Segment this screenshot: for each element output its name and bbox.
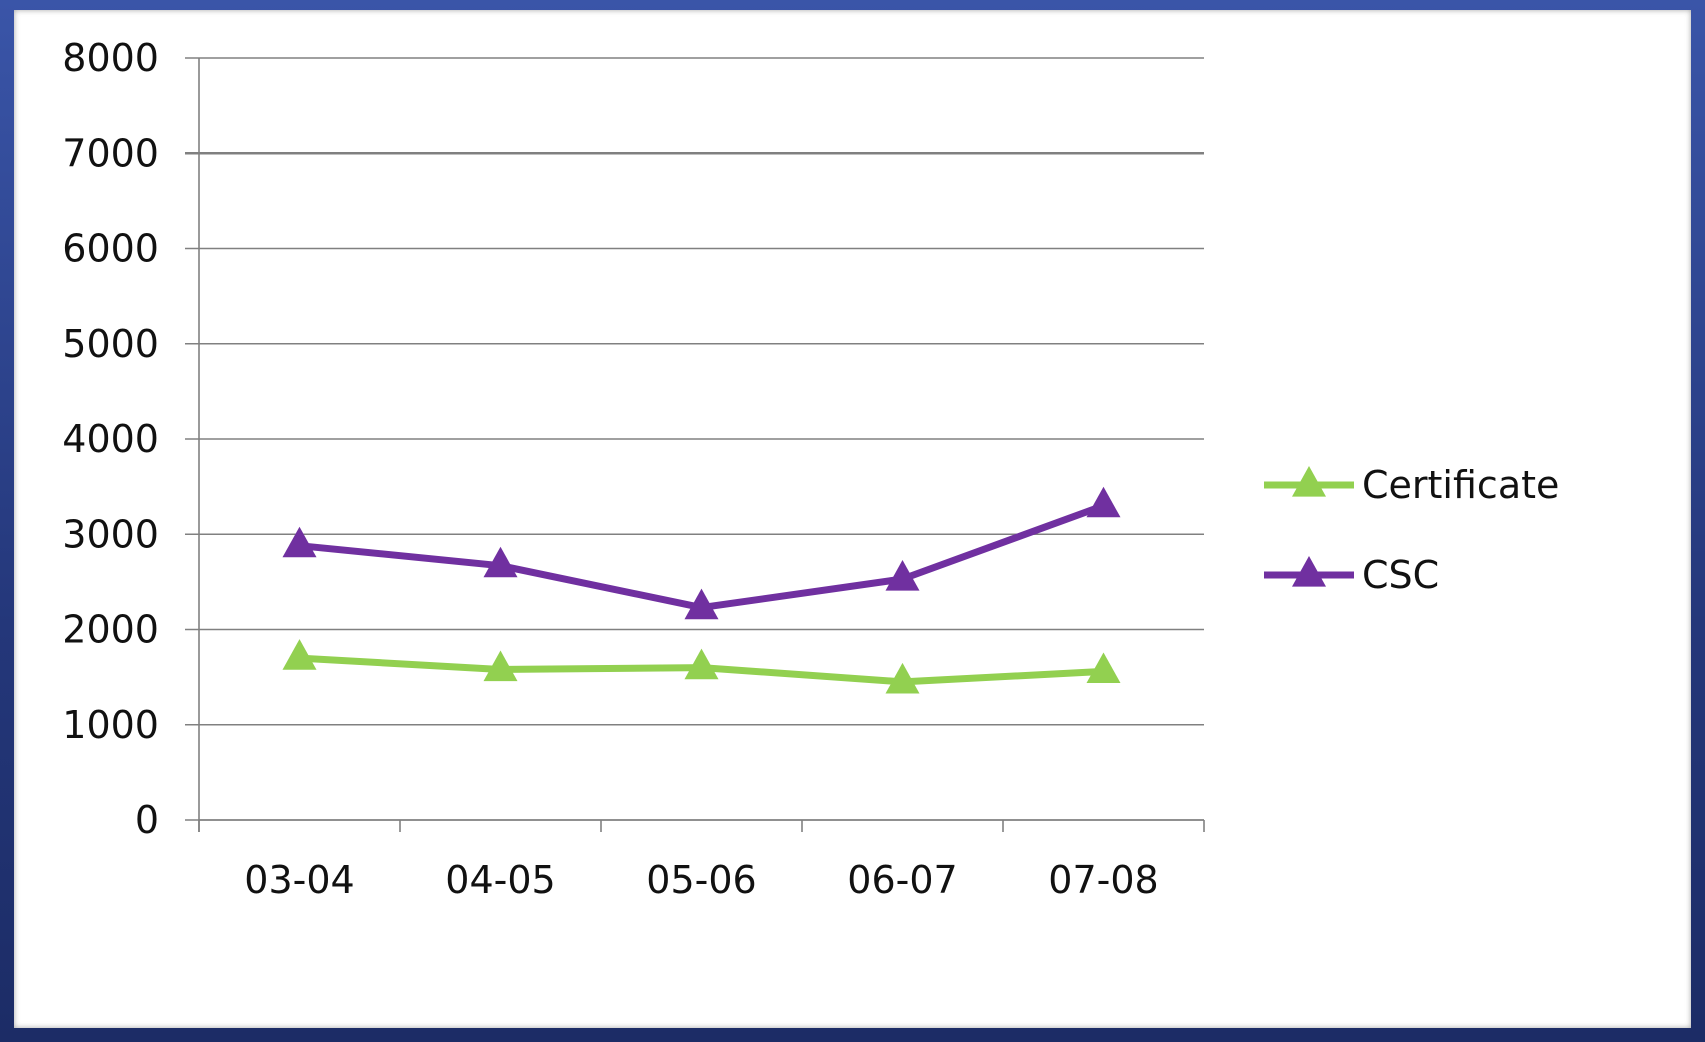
data-point-csc-04-05: [483, 546, 518, 578]
data-point-csc-05-06: [684, 588, 719, 620]
data-point-csc-07-08: [1086, 486, 1121, 518]
line-chart: 0 1000 2000 3000 4000 5000 6000 7000 8000 03-04 04…: [62, 36, 1559, 902]
y-tick-label-2000: 2000: [62, 608, 159, 652]
legend-label-certificate: Certificate: [1362, 463, 1559, 507]
data-point-csc-06-07: [885, 560, 920, 591]
y-tick-label-7000: 7000: [62, 131, 159, 175]
legend-label-csc: CSC: [1362, 553, 1439, 597]
x-tick-label-06-07: 06-07: [847, 858, 957, 902]
data-point-csc-03-04: [282, 526, 317, 558]
legend-marker-certificate: [1292, 466, 1326, 497]
chart-panel: 0 1000 2000 3000 4000 5000 6000 7000 8000 03-04 04…: [14, 10, 1691, 1028]
legend-marker-csc: [1292, 556, 1326, 587]
x-tick-label-05-06: 05-06: [646, 858, 756, 902]
y-tick-label-1000: 1000: [62, 703, 159, 747]
y-tick-label-4000: 4000: [62, 417, 159, 461]
data-point-certificate-04-05: [483, 650, 518, 682]
y-tick-label-6000: 6000: [62, 227, 159, 271]
x-tick-label-04-05: 04-05: [445, 858, 555, 902]
data-point-certificate-06-07: [885, 662, 920, 694]
y-tick-label-5000: 5000: [62, 322, 159, 366]
x-tick-label-07-08: 07-08: [1048, 858, 1158, 902]
y-tick-label-3000: 3000: [62, 512, 159, 556]
y-tick-label-0: 0: [135, 798, 159, 842]
data-point-certificate-05-06: [684, 648, 719, 680]
y-tick-label-8000: 8000: [62, 36, 159, 80]
data-point-certificate-07-08: [1086, 652, 1121, 684]
x-tick-label-03-04: 03-04: [244, 858, 354, 902]
data-point-certificate-03-04: [282, 639, 317, 670]
